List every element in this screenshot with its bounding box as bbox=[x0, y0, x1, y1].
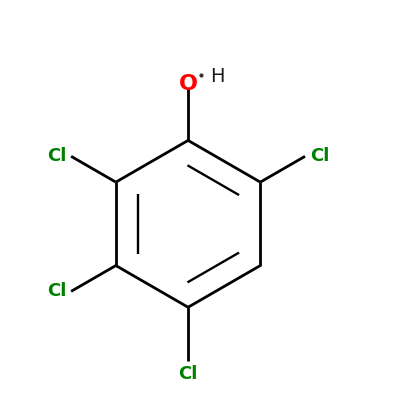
Text: Cl: Cl bbox=[47, 282, 66, 300]
Text: O: O bbox=[178, 74, 198, 94]
Text: Cl: Cl bbox=[47, 147, 66, 165]
Text: H: H bbox=[210, 67, 224, 86]
Text: Cl: Cl bbox=[178, 365, 198, 383]
Text: Cl: Cl bbox=[310, 147, 329, 165]
